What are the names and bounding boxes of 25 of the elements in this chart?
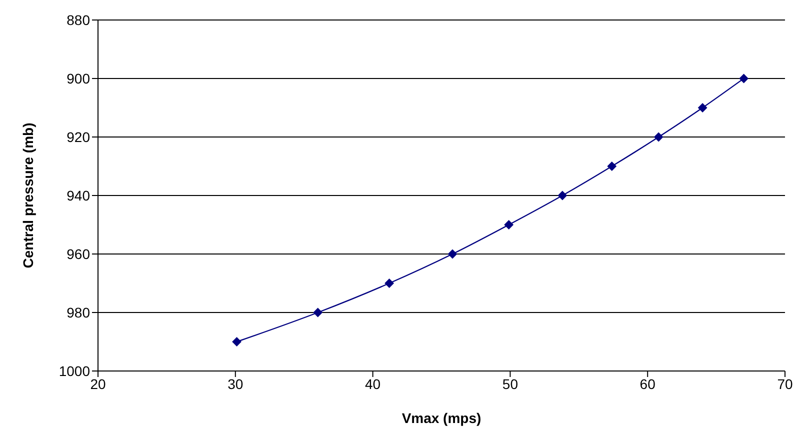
y-tick-label: 900: [66, 70, 90, 86]
x-tick-label: 20: [90, 376, 106, 392]
x-tick-label: 70: [777, 376, 793, 392]
point: [384, 278, 394, 288]
point: [232, 337, 242, 346]
y-tick-label: 880: [66, 12, 90, 28]
y-tick-label: 920: [66, 128, 90, 145]
y-axis-title: Central pressure (mb): [20, 122, 36, 268]
point: [607, 162, 616, 171]
x-tick-label: 50: [502, 376, 518, 392]
point: [504, 220, 514, 230]
x-tick-label: 60: [640, 376, 656, 392]
point: [448, 250, 457, 258]
point: [558, 191, 567, 200]
y-tick-label: 960: [66, 246, 90, 262]
point: [698, 103, 708, 112]
x-axis-title: Vmax (mps): [402, 410, 482, 426]
point: [654, 132, 664, 142]
point: [313, 308, 322, 317]
point: [739, 74, 748, 83]
y-tick-label: 980: [66, 304, 90, 320]
x-tick-label: 40: [365, 376, 381, 392]
x-tick-label: 30: [228, 376, 244, 392]
y-tick-label: 1000: [58, 362, 90, 379]
y-tick-label: 940: [66, 187, 90, 204]
